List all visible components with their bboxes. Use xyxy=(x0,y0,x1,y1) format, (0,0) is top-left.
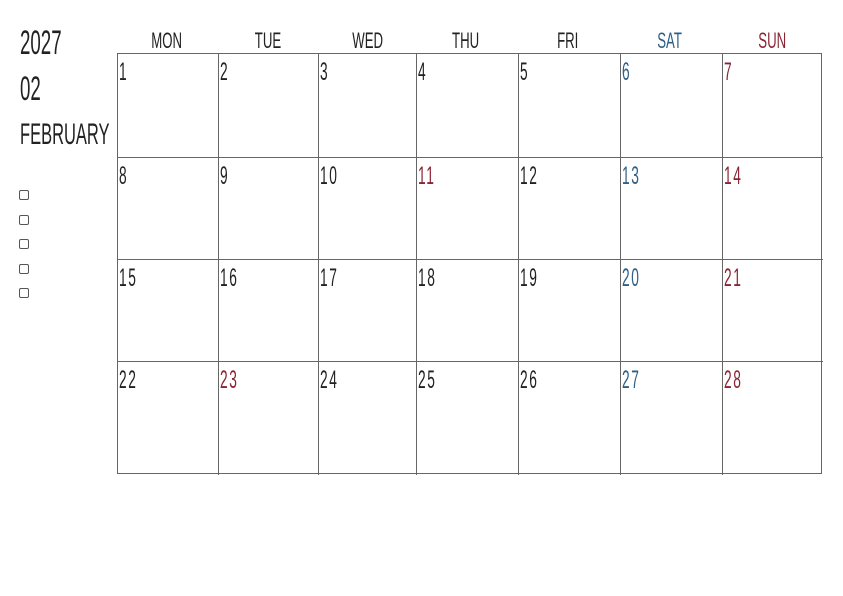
day-number: 6 xyxy=(622,58,632,86)
day-number: 22 xyxy=(119,366,138,394)
day-number: 16 xyxy=(220,264,239,292)
day-number: 13 xyxy=(622,162,641,190)
day-cell[interactable]: 6 xyxy=(621,54,723,158)
day-cell[interactable]: 24 xyxy=(319,362,417,475)
weekday-header-thu: THU xyxy=(416,28,516,54)
day-cell[interactable]: 28 xyxy=(723,362,823,475)
day-cell[interactable]: 12 xyxy=(519,158,621,260)
day-cell[interactable]: 10 xyxy=(319,158,417,260)
day-cell[interactable]: 5 xyxy=(519,54,621,158)
day-number: 20 xyxy=(622,264,641,292)
day-cell[interactable]: 1 xyxy=(118,54,219,158)
day-number: 15 xyxy=(119,264,138,292)
day-number: 23 xyxy=(220,366,239,394)
checkbox[interactable] xyxy=(19,288,29,298)
day-number: 28 xyxy=(724,366,743,394)
weekday-label: WED xyxy=(352,28,384,53)
day-cell[interactable]: 2 xyxy=(219,54,319,158)
day-number: 19 xyxy=(520,264,539,292)
weekday-label: THU xyxy=(452,28,480,53)
checkbox[interactable] xyxy=(19,263,29,274)
day-cell[interactable]: 18 xyxy=(417,260,519,362)
day-cell[interactable]: 7 xyxy=(723,54,823,158)
day-cell[interactable]: 11 xyxy=(417,158,519,260)
day-number: 4 xyxy=(418,58,428,86)
day-cell[interactable]: 20 xyxy=(621,260,723,362)
day-cell[interactable]: 13 xyxy=(621,158,723,260)
day-cell[interactable]: 23 xyxy=(219,362,319,475)
checkbox[interactable] xyxy=(19,214,29,225)
day-cell[interactable]: 17 xyxy=(319,260,417,362)
day-cell[interactable]: 25 xyxy=(417,362,519,475)
weekday-header-fri: FRI xyxy=(518,28,618,54)
day-number: 3 xyxy=(320,58,330,86)
day-number: 17 xyxy=(320,264,339,292)
day-cell[interactable]: 8 xyxy=(118,158,219,260)
day-cell[interactable]: 21 xyxy=(723,260,823,362)
day-cell[interactable]: 26 xyxy=(519,362,621,475)
weekday-header-mon: MON xyxy=(117,28,217,54)
day-number: 9 xyxy=(220,162,230,190)
weekday-label: TUE xyxy=(254,28,282,53)
weekday-label: SUN xyxy=(758,28,786,53)
day-number: 10 xyxy=(320,162,339,190)
weekday-label: MON xyxy=(151,28,183,53)
day-number: 14 xyxy=(724,162,743,190)
day-number: 27 xyxy=(622,366,641,394)
day-number: 7 xyxy=(724,58,734,86)
day-number: 5 xyxy=(520,58,530,86)
day-cell[interactable]: 27 xyxy=(621,362,723,475)
weekday-header-wed: WED xyxy=(318,28,418,54)
day-cell[interactable]: 4 xyxy=(417,54,519,158)
day-cell[interactable]: 22 xyxy=(118,362,219,475)
day-number: 8 xyxy=(119,162,129,190)
day-cell[interactable]: 19 xyxy=(519,260,621,362)
day-cell[interactable]: 15 xyxy=(118,260,219,362)
day-number: 2 xyxy=(220,58,230,86)
day-cell[interactable]: 9 xyxy=(219,158,319,260)
day-number: 21 xyxy=(724,264,743,292)
day-number: 25 xyxy=(418,366,437,394)
day-number: 26 xyxy=(520,366,539,394)
calendar-grid: 1 2 3 4 5 6 7 8 9 10 11 12 13 14 15 16 17 18 19 20 21 22 23 24 2… xyxy=(117,53,823,475)
day-number: 11 xyxy=(418,162,436,190)
weekday-header-sun: SUN xyxy=(722,28,822,54)
day-number: 1 xyxy=(119,58,129,86)
day-number: 12 xyxy=(520,162,539,190)
checkbox[interactable] xyxy=(19,239,29,249)
day-cell[interactable]: 3 xyxy=(319,54,417,158)
year-label: 2027 xyxy=(20,24,62,62)
day-cell[interactable]: 14 xyxy=(723,158,823,260)
month-name-label: FEBRUARY xyxy=(20,118,110,151)
checklist xyxy=(19,190,29,313)
month-number-label: 02 xyxy=(20,70,41,108)
day-number: 18 xyxy=(418,264,437,292)
day-cell[interactable]: 16 xyxy=(219,260,319,362)
weekday-header-sat: SAT xyxy=(620,28,720,54)
day-number: 24 xyxy=(320,366,339,394)
weekday-header-tue: TUE xyxy=(218,28,318,54)
checkbox[interactable] xyxy=(19,190,29,200)
weekday-label: SAT xyxy=(657,28,683,53)
weekday-label: FRI xyxy=(557,28,579,53)
